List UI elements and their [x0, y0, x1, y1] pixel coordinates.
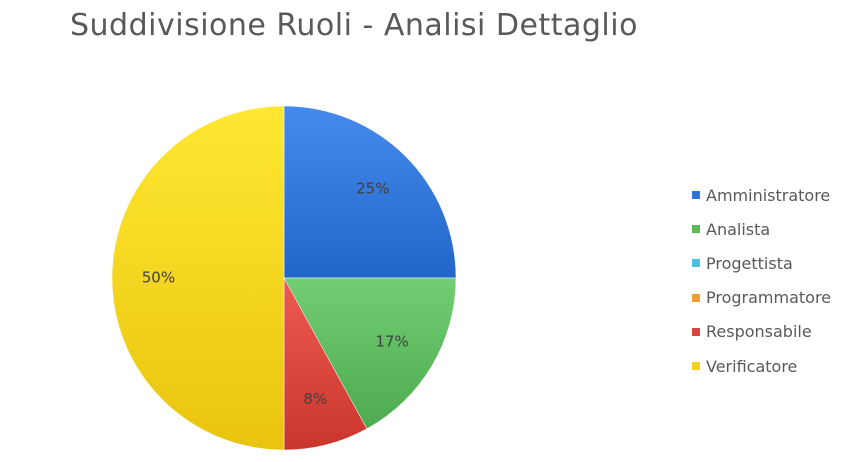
chart-legend: Amministratore Analista Progettista Program…: [692, 178, 831, 383]
legend-label: Verificatore: [706, 356, 798, 376]
legend-label: Progettista: [706, 253, 793, 273]
data-label-responsabile: 8%: [303, 390, 327, 408]
legend-item-responsabile: Responsabile: [692, 315, 831, 349]
legend-item-amministratore: Amministratore: [692, 178, 831, 212]
legend-label: Programmatore: [706, 288, 832, 308]
legend-item-progettista: Progettista: [692, 246, 831, 280]
data-label-analista: 17%: [375, 332, 408, 350]
pie-slices: [111, 105, 457, 451]
pie-slice-analista: [283, 277, 457, 430]
pie-slice-verificatore: [111, 105, 285, 451]
data-label-verificatore: 50%: [142, 269, 175, 287]
legend-item-verificatore: Verificatore: [692, 349, 831, 383]
legend-swatch: [692, 293, 700, 302]
pie-slice-amministratore: [283, 105, 457, 279]
legend-label: Analista: [706, 219, 771, 239]
legend-swatch: [692, 327, 700, 336]
legend-item-programmatore: Programmatore: [692, 281, 831, 315]
legend-swatch: [692, 362, 700, 371]
legend-item-analista: Analista: [692, 212, 831, 246]
legend-label: Responsabile: [706, 322, 812, 342]
legend-swatch: [692, 259, 700, 268]
legend-swatch: [692, 191, 700, 200]
chart-title: Suddivisione Ruoli - Analisi Dettaglio: [70, 8, 638, 43]
legend-swatch: [692, 225, 700, 234]
legend-label: Amministratore: [706, 185, 831, 205]
data-label-amministratore: 25%: [356, 180, 389, 198]
pie-data-labels: 25% 17% 8% 50%: [142, 180, 409, 408]
